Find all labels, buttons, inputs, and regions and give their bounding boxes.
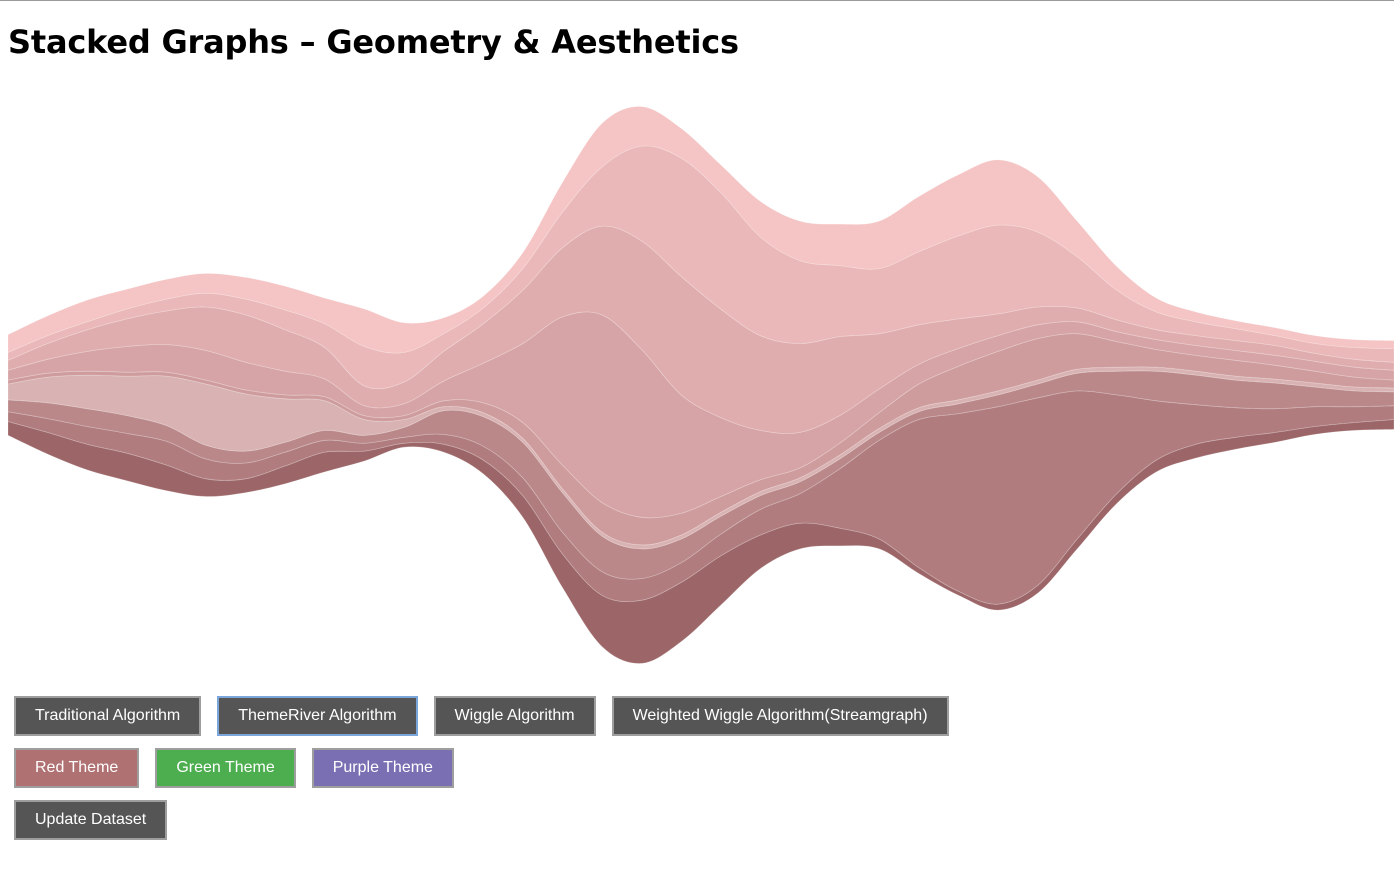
page-title: Stacked Graphs – Geometry & Aesthetics [8,23,739,61]
stream-layer-9 [7,106,1394,354]
purple-theme-button[interactable]: Purple Theme [311,748,454,788]
stream-layer-2 [7,390,1394,605]
traditional-algorithm-button[interactable]: Traditional Algorithm [14,696,202,736]
streamgraph-chart [7,106,1394,664]
green-theme-button[interactable]: Green Theme [155,748,296,788]
dataset-button-row: Update Dataset [14,800,183,840]
red-theme-button[interactable]: Red Theme [14,748,140,788]
stream-layer-4 [7,366,1394,550]
stream-layer-3 [7,370,1394,580]
weighted-wiggle-algorithm-button[interactable]: Weighted Wiggle Algorithm(Streamgraph) [611,696,949,736]
wiggle-algorithm-button[interactable]: Wiggle Algorithm [433,696,596,736]
update-dataset-button[interactable]: Update Dataset [14,800,168,840]
themeriver-algorithm-button[interactable]: ThemeRiver Algorithm [217,696,418,736]
algorithm-button-row: Traditional Algorithm ThemeRiver Algorit… [14,696,965,736]
stream-layer-6 [7,311,1394,519]
theme-button-row: Red Theme Green Theme Purple Theme [14,748,470,788]
